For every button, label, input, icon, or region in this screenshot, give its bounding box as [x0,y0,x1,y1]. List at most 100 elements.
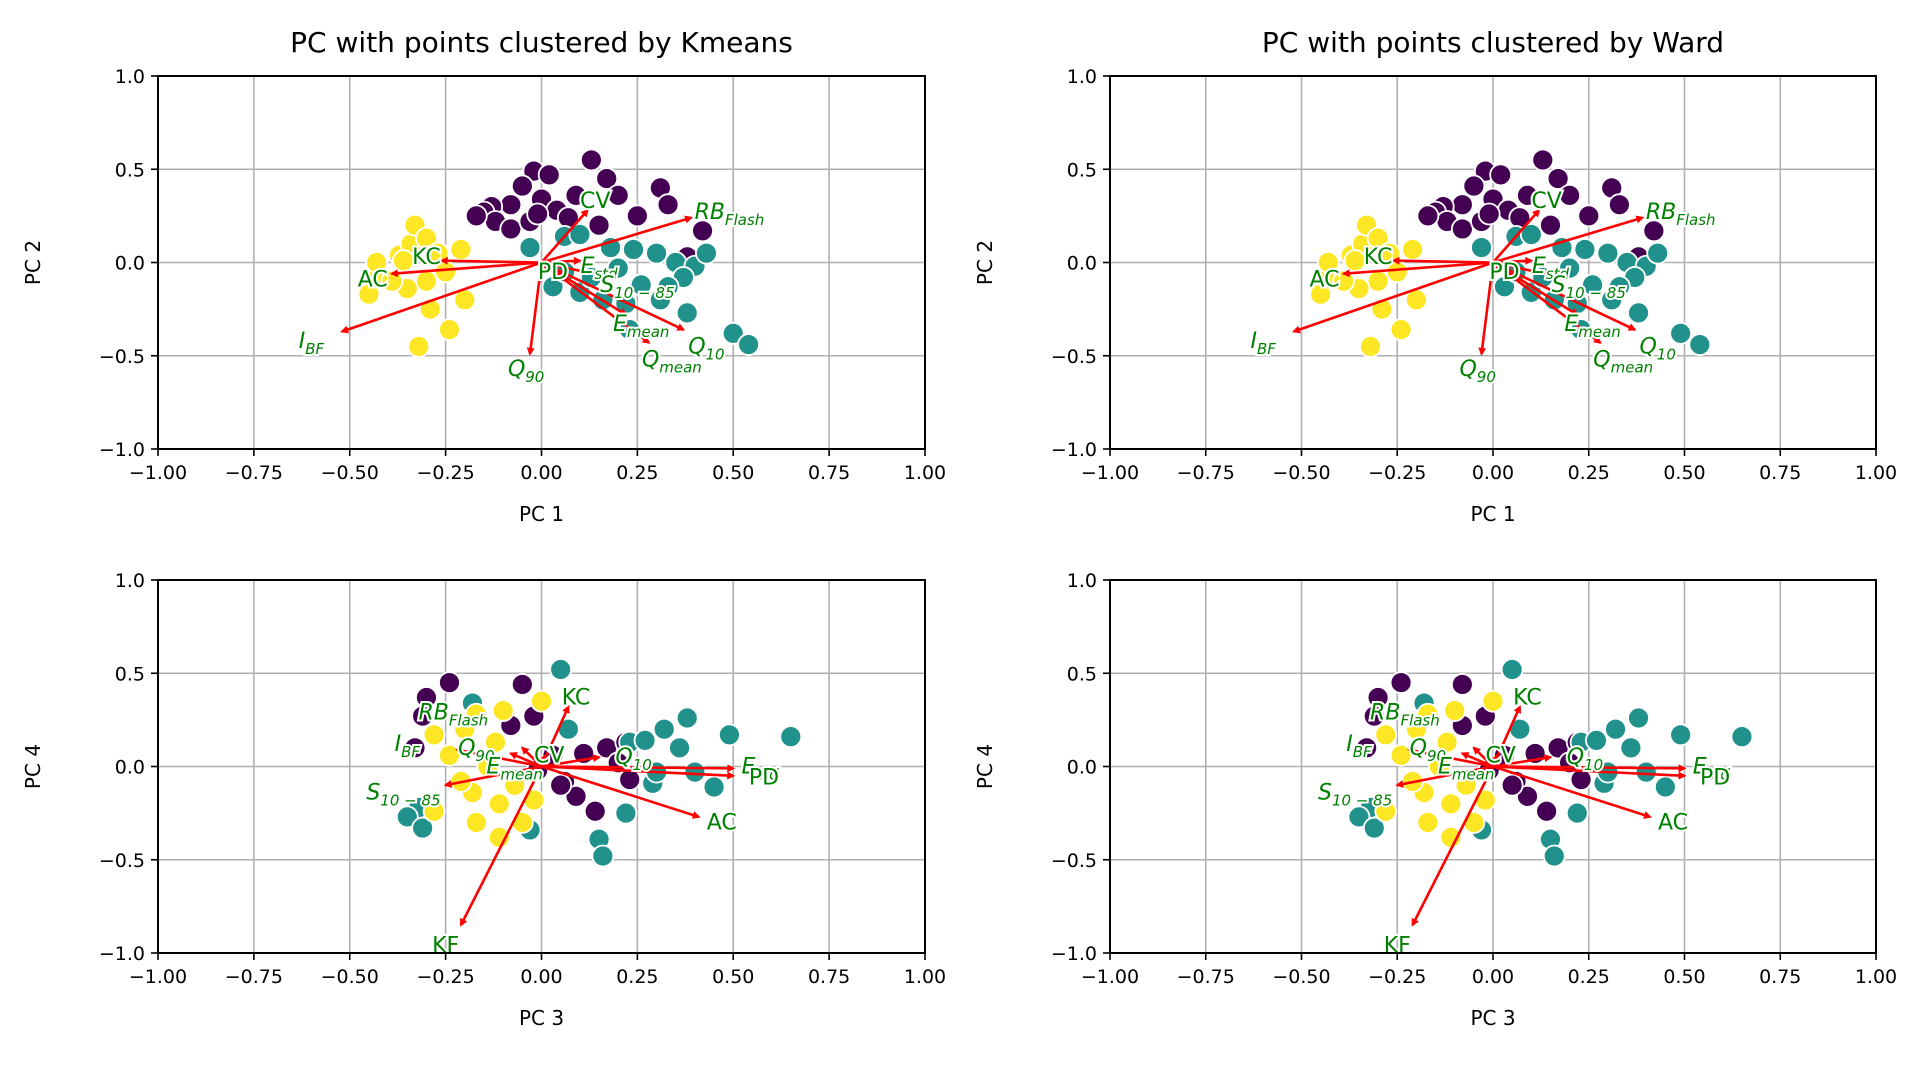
x-tick-label: 1.00 [1855,966,1897,988]
loading-label-main: S [1318,781,1332,806]
scatter-point [1450,217,1474,241]
scatter-point [1519,223,1543,246]
x-axis-label: PC 3 [1470,1006,1515,1030]
x-tick-label: 0.25 [1568,966,1610,988]
scatter-point [518,236,542,259]
scatter-point [1565,801,1589,825]
loading-label-main: Q [615,745,632,770]
loading-label-main: RB [695,200,725,225]
scatter-point [606,183,630,207]
scatter-point [522,788,546,812]
loading-label-main: E [486,755,500,780]
scatter-point [1642,219,1666,243]
loading-label: PD [1700,766,1730,791]
loading-label-main: E [1532,254,1546,279]
scatter-point [648,288,672,312]
y-tick-label: 1.0 [115,66,145,88]
loading-label-main: KC [562,685,591,710]
loading-label: KF [432,934,459,959]
scatter-point [510,673,534,696]
loading-label-sub: 10 [1584,756,1603,774]
loading-label-sub: 10 [706,345,725,363]
scatter-point [675,301,699,325]
y-tick-label: −1.0 [1051,943,1097,965]
loading-label: KC [562,685,591,710]
loading-arrow [541,215,693,264]
scatter-point [625,204,649,228]
scatter-point [591,844,615,868]
scatter-point [1531,148,1555,172]
scatter-point [1316,251,1340,274]
x-tick-label: −1.00 [1081,462,1139,484]
loading-arrow [1460,752,1494,768]
loading-arrow [1492,261,1602,344]
loading-label: Q90 [508,357,544,386]
scatter-point [503,773,527,797]
scatter-point [1669,321,1693,345]
loading-arrow [459,765,543,927]
loading-label-sub: mean [1578,323,1621,341]
y-tick-label: −1.0 [99,439,145,461]
y-tick-label: −0.5 [99,850,145,872]
scatter-point [1607,193,1631,217]
scatter-point [1627,301,1650,325]
loading-label-main: Q [642,347,659,372]
y-tick-label: −1.0 [99,943,145,965]
loading-label-sub: mean [627,323,670,341]
scatter-point [1596,241,1620,265]
loading-label-sub: 10 − 85 [1332,792,1392,810]
scatter-point [549,658,573,681]
loading-label: CV [534,743,564,768]
loading-label: S10 − 85 [600,273,674,302]
scatter-point [411,816,435,840]
x-tick-label: −0.75 [1177,462,1235,484]
scatter-point [618,768,642,791]
scatter-point [1362,704,1386,728]
loading-label-main: I [395,732,402,757]
loading-label-sub: Flash [449,711,488,729]
loading-label-sub: Flash [1400,711,1439,729]
scatter-point [1416,811,1440,834]
scatter-point [1359,335,1382,358]
loading-label: PD [1489,260,1519,285]
loading-label-main: PD [1700,766,1730,791]
loading-label: Q90 [1410,736,1446,765]
loading-label-main: CV [1485,743,1515,768]
loading-label: Estd [1532,254,1570,283]
scatter-point [499,217,523,241]
scatter-point [526,202,550,226]
loading-arrow [1492,261,1564,281]
loading-label-sub: BF [1257,340,1276,358]
scatter-point [464,811,488,834]
x-tick-label: −0.25 [1368,966,1426,988]
loading-label: S10 − 85 [1318,781,1392,810]
scatter-point [1454,773,1478,797]
scatter-point [1516,784,1539,808]
x-tick-label: −1.00 [129,462,187,484]
loading-label-main: E [1693,755,1707,780]
loading-label: Q10 [1639,334,1675,363]
loading-label-sub: 90 [475,747,494,765]
loading-arrow [541,754,601,768]
loading-label-main: S [1552,273,1566,298]
scatter-point [1401,238,1424,261]
loading-label-main: E [1564,312,1578,337]
loading-label-main: Q [1593,347,1610,372]
x-tick-label: 0.25 [616,462,658,484]
loading-label-main: I [1250,329,1257,354]
scatter-point [1542,844,1566,868]
loading-label: Q10 [615,745,651,774]
scatter-point [1477,202,1501,226]
x-tick-label: 0.25 [616,966,658,988]
scatter-point [415,226,438,250]
loading-label: KC [1513,685,1542,710]
scatter-point [579,148,603,172]
loading-label-main: E [580,254,594,279]
scatter-point [1450,673,1474,696]
scatter-point [1569,768,1593,791]
x-tick-label: −0.75 [1177,966,1235,988]
loading-arrow [540,261,628,316]
loading-label-sub: 10 − 85 [614,284,674,302]
